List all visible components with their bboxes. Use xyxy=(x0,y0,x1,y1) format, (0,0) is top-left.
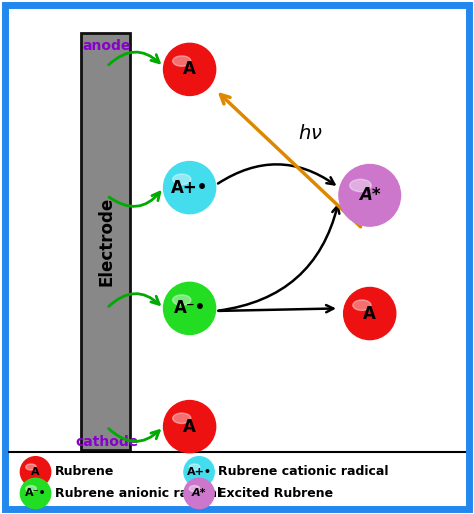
Ellipse shape xyxy=(189,486,200,491)
Text: Rubrene anionic radical: Rubrene anionic radical xyxy=(55,487,220,500)
Text: anode: anode xyxy=(82,39,131,53)
Text: A: A xyxy=(363,304,376,323)
Ellipse shape xyxy=(189,464,200,470)
Ellipse shape xyxy=(350,179,371,192)
Ellipse shape xyxy=(26,464,36,470)
Ellipse shape xyxy=(164,400,216,453)
Text: $h\nu$: $h\nu$ xyxy=(298,124,323,143)
Ellipse shape xyxy=(164,43,216,96)
Ellipse shape xyxy=(173,295,191,305)
Text: A+•: A+• xyxy=(187,467,211,477)
Ellipse shape xyxy=(184,456,214,487)
Ellipse shape xyxy=(184,478,214,509)
Text: Rubrene cationic radical: Rubrene cationic radical xyxy=(218,465,389,479)
Text: A⁻•: A⁻• xyxy=(25,488,46,499)
Text: A⁻•: A⁻• xyxy=(173,299,206,318)
Text: A*: A* xyxy=(192,488,206,499)
Ellipse shape xyxy=(164,282,216,335)
Ellipse shape xyxy=(20,478,51,509)
Ellipse shape xyxy=(173,413,191,424)
Text: A*: A* xyxy=(359,186,381,205)
Ellipse shape xyxy=(339,164,401,226)
Ellipse shape xyxy=(173,56,191,66)
Ellipse shape xyxy=(164,161,216,214)
Ellipse shape xyxy=(26,486,36,491)
Text: Rubrene: Rubrene xyxy=(55,465,114,479)
Bar xyxy=(81,33,130,450)
Text: A: A xyxy=(183,60,196,79)
Text: A: A xyxy=(31,467,40,477)
Ellipse shape xyxy=(173,174,191,185)
Text: A: A xyxy=(183,417,196,436)
Text: Electrode: Electrode xyxy=(98,197,116,286)
Text: A+•: A+• xyxy=(171,178,208,197)
Ellipse shape xyxy=(20,456,51,487)
Ellipse shape xyxy=(344,287,396,340)
Text: Excited Rubrene: Excited Rubrene xyxy=(218,487,333,500)
Text: cathode: cathode xyxy=(75,435,138,449)
Ellipse shape xyxy=(353,300,371,310)
